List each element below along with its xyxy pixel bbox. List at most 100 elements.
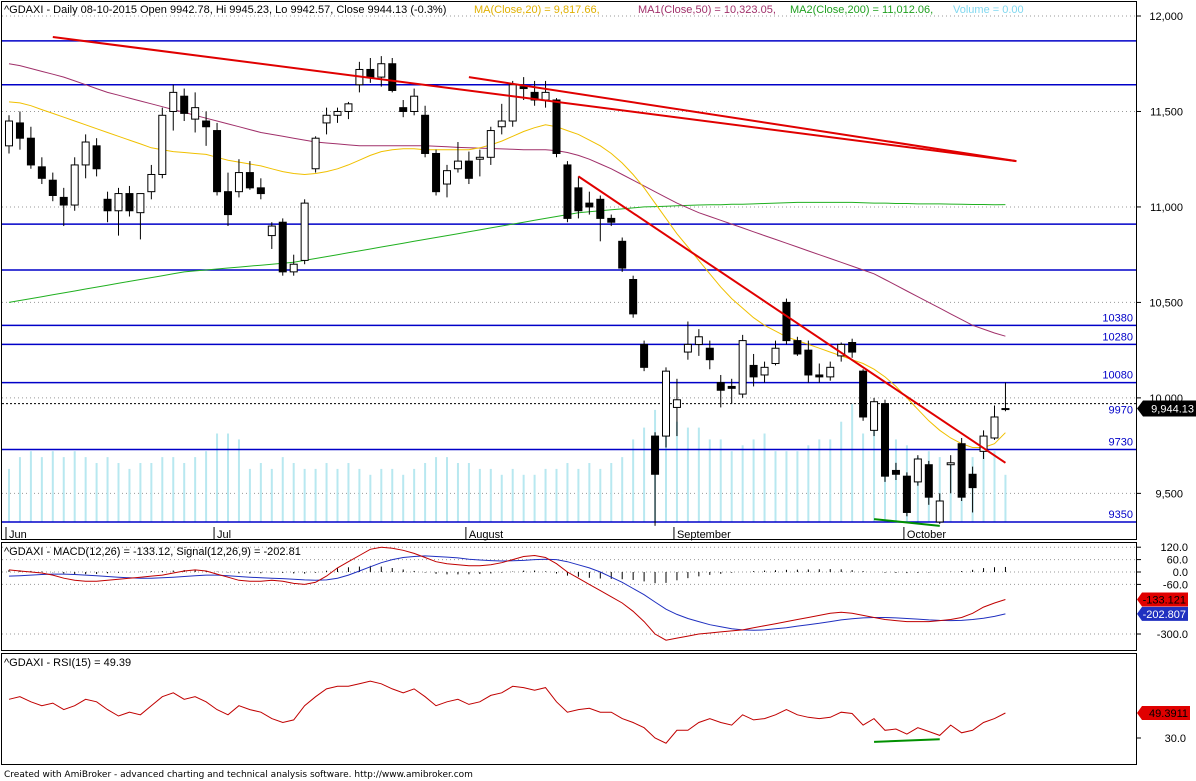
volume-bar [161,457,164,522]
rsi-pane: 30.0 49.3911 [8,680,1190,745]
candle-body [92,145,101,170]
volume-bar [829,439,832,522]
candle-body [180,95,189,114]
candle-body [793,340,802,355]
volume-bar [446,457,448,522]
volume-bar [95,463,98,522]
volume-bar [380,468,383,522]
volume-bar [796,451,799,522]
volume-bar [106,457,109,522]
candle-body [694,336,703,345]
volume-bar [675,421,678,522]
candle-body [377,63,386,78]
volume-bar [741,445,744,522]
candle-body [782,301,791,342]
volume-bar [982,451,985,522]
ma50-label: MA1(Close,50) = 10,323.05, [638,4,776,16]
volume-bar [1004,474,1007,522]
candle-body [464,160,473,179]
volume-bar [862,433,865,522]
rsi-value-label: 49.3911 [1149,708,1188,720]
candle-body [924,464,933,498]
rsi-label: ^GDAXI - RSI(15) = 49.39 [4,657,131,669]
candle-body [322,114,331,124]
volume-bar [325,463,328,522]
candle-body [760,366,769,376]
volume-bar [916,457,919,522]
candle-body [738,340,747,395]
candle-body [278,221,287,273]
volume-bar [522,474,525,522]
month-label: September [677,529,731,541]
rsi-line [8,680,1006,744]
rsi-value-tag [1137,705,1190,720]
price-tick-label: 12,000 [1149,11,1183,23]
volume-bar [413,468,416,522]
month-label: Jul [217,529,231,541]
macd-pane-border [1,542,1137,651]
trendline [468,76,1017,163]
volume-bar [599,468,602,522]
candle-body [344,103,353,112]
volume-bar [873,427,876,522]
volume-bar [566,463,569,522]
volume-bar [993,451,996,522]
macd-value-label: -133.121 [1143,595,1186,607]
level-label: 9730 [1109,436,1133,448]
volume-bar [686,427,689,522]
candle-body [443,170,451,185]
candle-body [618,240,627,269]
candle-body [902,475,911,513]
volume-bar [347,463,350,522]
macd-pane: 120.060.00.0-60.0 -300.0 -133.121 -202.807 [2,542,1188,641]
volume-bar [259,463,262,522]
volume-bar [183,463,186,522]
candle-body [202,120,211,128]
candle-body [815,374,824,378]
candle-body [804,349,813,376]
candle-body [826,366,835,378]
volume-bar [237,439,240,522]
candle-body [191,107,200,120]
volume-bar [938,457,941,522]
candle-body [574,187,583,212]
trendline [577,175,1007,464]
price-pane-border [1,1,1137,540]
volume-bar [18,457,21,522]
candle-body [114,193,123,212]
macd-tick-label: 0.0 [1173,567,1188,579]
volume-bar [128,468,131,522]
volume-bar [840,421,843,522]
candle-body [234,172,243,193]
candle-body [399,107,408,112]
candle-body [672,399,681,408]
volume-bar [697,427,700,522]
candle-body [366,68,375,78]
candle-body [968,473,977,489]
ma50-line [8,63,1006,337]
candle-body [629,279,638,315]
candle-body [15,122,24,139]
volume-bar [818,439,821,522]
candle-body [421,114,430,154]
candle-body [453,160,462,170]
volume-bar [402,474,405,522]
candle-body [585,202,594,208]
candle-body [662,370,670,437]
candle-body [541,91,550,101]
volume-label: Volume = 0.00 [953,4,1024,16]
volume-bar [216,433,219,522]
volume-bar [73,451,76,522]
candle-body [486,130,495,158]
main-title: ^GDAXI - Daily 08-10-2015 Open 9942.78, … [4,4,446,16]
volume-bar [336,468,339,522]
ma200-line [8,201,1006,303]
candle-body [683,343,692,353]
candle-body [519,86,528,90]
last-price-tag [1137,400,1196,417]
volume-bar [708,439,711,522]
volume-bar [894,439,897,522]
volume-bar [435,457,438,522]
volume-bar [139,463,142,522]
volume-bar [807,445,810,522]
